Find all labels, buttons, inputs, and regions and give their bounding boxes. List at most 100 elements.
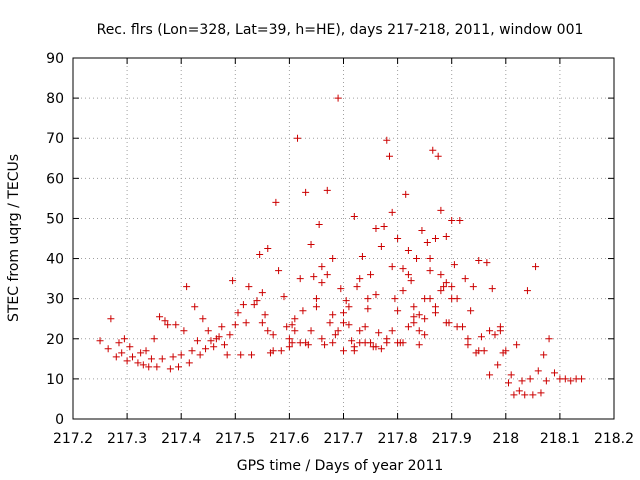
data-point [158,355,166,363]
data-point [383,136,391,144]
data-point [483,259,491,267]
data-point [164,321,172,329]
x-tick-label: 217.9 [432,431,472,447]
data-point [372,291,380,299]
data-point [237,351,245,359]
data-point [372,343,380,351]
data-point [307,327,315,335]
data-point [283,323,291,331]
data-point [385,152,393,160]
data-point [310,273,318,281]
y-tick-label: 10 [46,372,64,388]
data-point [294,134,302,142]
data-point [431,235,439,242]
y-tick-label: 50 [46,211,64,227]
data-point [277,347,285,355]
data-point [207,337,215,345]
data-point [258,319,266,327]
data-point [288,321,296,329]
data-point [383,339,391,347]
data-point [507,371,515,379]
data-point [350,212,358,220]
data-point [318,279,326,287]
data-point [429,146,437,154]
data-point [315,220,323,228]
data-point [464,335,472,343]
data-point [334,94,342,102]
data-point [285,335,293,343]
data-point [104,345,112,353]
data-point [210,343,218,351]
data-point [296,275,304,283]
data-point [96,337,104,345]
data-point [256,251,264,259]
data-point [529,391,537,399]
data-point [161,317,169,325]
y-axis-ticks: 0 10 20 30 40 50 60 70 80 90 [46,51,614,428]
data-point [326,319,334,327]
data-point [275,267,283,275]
data-point [488,285,496,293]
data-point [318,335,326,343]
data-point [248,351,256,359]
x-tick-label: 218 [492,431,519,447]
data-point [229,277,237,285]
data-point [578,375,586,383]
data-point [375,329,383,337]
y-tick-label: 0 [55,412,64,428]
data-point [521,391,529,399]
x-tick-label: 218.1 [540,431,580,447]
data-point [526,375,534,383]
data-point [334,327,342,335]
data-point [218,323,226,331]
x-tick-label: 218.2 [594,431,634,447]
data-point [410,319,418,327]
data-point [437,271,445,279]
data-point [437,287,445,295]
data-point [340,347,347,355]
y-tick-label: 80 [46,91,64,107]
data-point [356,327,364,335]
data-point [464,341,472,349]
data-point [356,275,364,283]
data-point [358,253,366,261]
x-tick-label: 217.7 [323,431,363,447]
data-point [280,293,288,301]
data-point [312,303,320,311]
data-point [174,363,182,371]
data-point [340,309,347,317]
data-point [215,333,223,341]
data-point [261,311,269,319]
data-point [448,295,456,303]
data-point [399,339,407,347]
data-point [156,313,164,321]
data-point [118,349,126,357]
data-point [302,188,310,196]
data-point [364,295,372,303]
data-point [437,206,445,214]
data-point [223,351,231,359]
data-point [434,152,442,160]
data-point [120,335,128,343]
x-tick-label: 217.6 [269,431,309,447]
data-point [312,295,320,303]
data-point [329,255,337,263]
data-point [191,303,199,311]
data-point [442,319,450,327]
data-point [264,245,272,253]
data-point [350,347,358,355]
data-point [394,307,402,315]
data-point [323,271,331,279]
data-point [166,365,174,373]
data-point [502,347,510,355]
data-point [415,327,423,335]
data-point [453,323,461,331]
data-point [377,243,385,251]
data-point [404,323,412,331]
data-point [204,327,212,335]
data-point [515,387,523,395]
data-point [196,351,204,359]
data-point [364,305,372,313]
data-point [285,343,293,351]
